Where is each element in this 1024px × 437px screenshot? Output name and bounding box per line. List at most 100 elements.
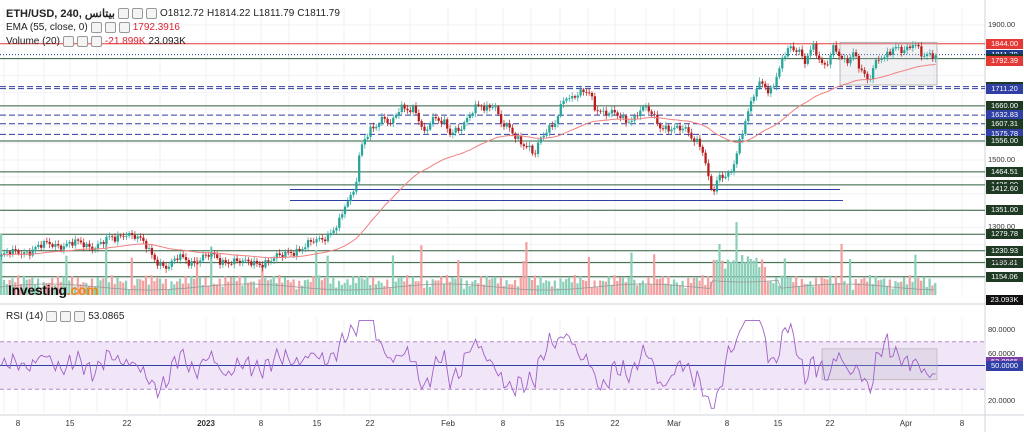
- volume-bar-264: [749, 258, 752, 295]
- volume-bar-79: [224, 276, 227, 295]
- volume-bar-28: [79, 284, 82, 295]
- candle-body-167: [474, 104, 477, 114]
- candle-body-30: [85, 243, 88, 248]
- volume-bar-318: [902, 277, 906, 295]
- candle-body-16: [45, 241, 48, 242]
- settings-icon[interactable]: [118, 8, 129, 19]
- volume-bar-108: [306, 279, 309, 295]
- volume-bar-77: [218, 278, 221, 295]
- candle-body-272: [772, 86, 775, 88]
- volume-settings-icon[interactable]: [62, 36, 74, 47]
- candle-body-52: [147, 248, 151, 249]
- ema-settings-icon[interactable]: [90, 22, 102, 33]
- header-row-volume: Volume (20) -21.899K 23.093K: [6, 36, 186, 47]
- volume-value-1: -21.899K: [104, 36, 146, 47]
- volume-bar-297: [843, 280, 846, 295]
- eye-icon[interactable]: [132, 8, 143, 19]
- candle-body-285: [809, 49, 812, 56]
- candle-body-323: [917, 44, 920, 47]
- candle-body-319: [906, 46, 909, 51]
- volume-bar-30: [85, 282, 88, 295]
- candle-body-240: [681, 128, 685, 131]
- volume-bar-233: [661, 276, 664, 295]
- candle-body-111: [315, 239, 318, 243]
- volume-bar-236: [670, 284, 673, 295]
- rsi-eye-icon[interactable]: [60, 311, 72, 322]
- volume-bar-115: [326, 255, 329, 295]
- candle-body-134: [380, 116, 384, 125]
- candle-body-146: [414, 106, 418, 114]
- candle-body-88: [250, 261, 253, 266]
- volume-bar-9: [25, 279, 28, 295]
- rsi-axis-label-0: 80.0000: [988, 324, 1016, 334]
- candle-body-225: [639, 110, 642, 117]
- ema-line: [1, 63, 936, 259]
- candle-body-300: [852, 52, 855, 58]
- volume-bar-27: [76, 277, 79, 295]
- candle-body-291: [826, 64, 829, 66]
- volume-eye-icon[interactable]: [76, 36, 88, 47]
- volume-bar-16: [45, 283, 48, 295]
- volume-bar-165: [468, 285, 471, 295]
- volume-bar-199: [565, 279, 568, 295]
- candle-body-114: [323, 239, 327, 242]
- volume-bar-23: [65, 255, 68, 295]
- volume-bar-51: [144, 275, 148, 295]
- candle-body-150: [426, 129, 429, 131]
- candle-body-32: [91, 246, 94, 251]
- volume-bar-11: [31, 277, 34, 295]
- rsi-close-icon[interactable]: [74, 311, 86, 322]
- candle-body-108: [306, 240, 310, 248]
- candle-body-41: [116, 235, 119, 242]
- candle-body-124: [352, 191, 355, 195]
- price-tag-6: 1660.00: [986, 100, 1023, 111]
- candle-body-296: [840, 55, 844, 59]
- rsi-settings-icon[interactable]: [46, 311, 58, 322]
- volume-bar-268: [760, 259, 764, 295]
- candle-body-292: [829, 55, 832, 65]
- candle-body-25: [71, 241, 74, 246]
- candle-body-129: [366, 136, 369, 140]
- candle-body-170: [482, 106, 486, 111]
- candle-body-49: [139, 236, 142, 238]
- volume-bar-102: [289, 282, 292, 295]
- volume-bar-118: [335, 287, 338, 295]
- volume-bar-302: [857, 283, 860, 295]
- volume-bar-142: [403, 281, 406, 295]
- candle-body-297: [843, 58, 846, 59]
- volume-close-icon[interactable]: [90, 36, 102, 47]
- candle-body-213: [605, 110, 608, 116]
- volume-bar-186: [528, 277, 531, 295]
- ema-eye-icon[interactable]: [104, 22, 116, 33]
- volume-bar-80: [227, 281, 230, 295]
- candle-body-207: [588, 92, 591, 94]
- close-icon[interactable]: [146, 8, 157, 19]
- candle-body-2: [5, 251, 9, 253]
- volume-bar-34: [96, 277, 99, 295]
- candle-body-102: [289, 251, 293, 253]
- ema-close-icon[interactable]: [118, 22, 130, 33]
- x-tick-2: 22: [122, 419, 132, 428]
- volume-bar-286: [812, 286, 815, 295]
- candle-body-72: [204, 254, 207, 256]
- candle-body-57: [162, 262, 165, 266]
- volume-bar-329: [934, 283, 937, 295]
- volume-bar-253: [718, 244, 721, 295]
- x-tick-13: 15: [773, 419, 783, 428]
- volume-bar-288: [817, 284, 820, 295]
- volume-bar-261: [741, 255, 744, 295]
- candle-body-287: [815, 43, 818, 56]
- candle-body-38: [108, 236, 111, 238]
- candle-body-11: [31, 249, 34, 256]
- candle-body-164: [465, 118, 469, 123]
- candle-body-211: [599, 110, 602, 112]
- volume-bar-299: [848, 259, 852, 295]
- candle-body-3: [8, 251, 12, 255]
- volume-bar-59: [167, 289, 170, 295]
- volume-bar-241: [684, 288, 687, 295]
- header-row-price: ETH/USD, 240, بيتانس O1812.72 H1814.22 L…: [6, 7, 340, 20]
- candle-body-151: [429, 123, 432, 130]
- candle-body-58: [164, 265, 168, 269]
- volume-bar-270: [766, 281, 769, 295]
